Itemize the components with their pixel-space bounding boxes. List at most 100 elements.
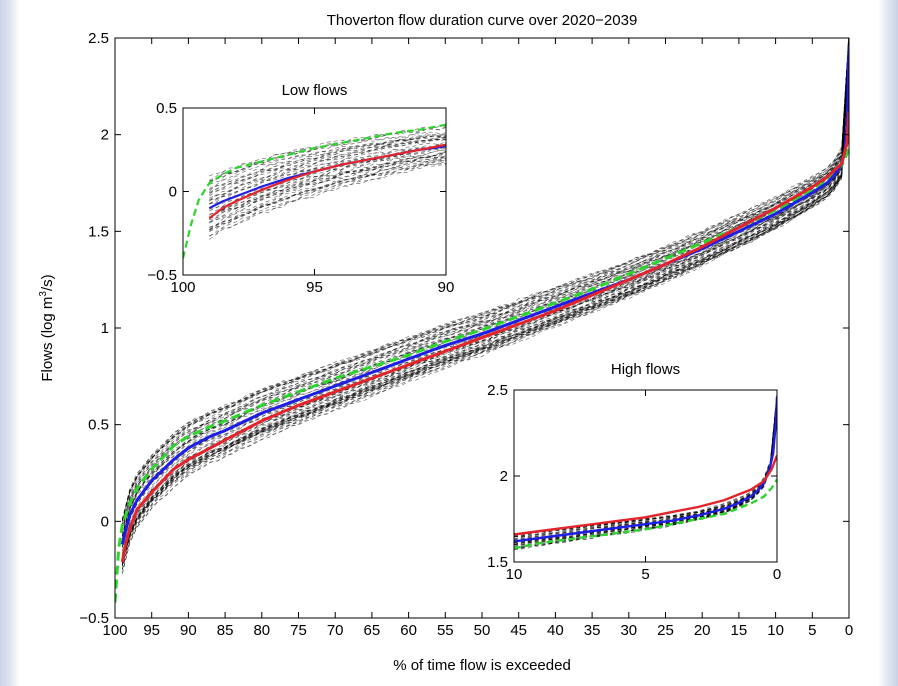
ensemble-line: [121, 54, 849, 566]
ensemble-line: [121, 39, 849, 529]
x-tick-label: 20: [694, 622, 711, 639]
low-flows-axes: 100 95 90 −0.5 0 0.5: [147, 100, 454, 296]
ensemble-line: [121, 38, 849, 522]
y-tick-label: 1.5: [88, 223, 109, 240]
x-tick-label: 10: [506, 566, 523, 583]
y-axis-label-main: Flows (log m: [39, 297, 56, 382]
ensemble-line: [121, 38, 849, 521]
ensemble-line: [121, 38, 849, 520]
y-tick-label: 0: [101, 513, 109, 530]
ensemble-line: [209, 159, 446, 237]
y-tick-label: 2.5: [487, 382, 508, 399]
ensemble-line: [121, 38, 849, 520]
ensemble-line: [121, 58, 849, 574]
y-tick-label: 2: [500, 468, 508, 485]
x-tick-label: 60: [400, 622, 417, 639]
low-flows-title: Low flows: [282, 82, 348, 99]
low-flows-ensemble-lines: [209, 125, 446, 240]
ensemble-line: [121, 58, 849, 567]
x-tick-label: 95: [143, 622, 160, 639]
ensemble-line: [209, 125, 446, 181]
ensemble-line: [121, 38, 849, 533]
ensemble-line: [514, 397, 777, 546]
series-line-1: [514, 396, 777, 543]
ensemble-line: [209, 133, 446, 177]
ensemble-line: [209, 155, 446, 233]
x-tick-label: 5: [808, 622, 816, 639]
series-line-0: [514, 478, 777, 550]
y-tick-label: −0.5: [147, 267, 177, 284]
ensemble-line: [209, 137, 446, 192]
ensemble-line: [209, 151, 446, 218]
ensemble-line: [121, 41, 849, 538]
y-axis-label-end: /s): [39, 274, 56, 291]
ensemble-line: [121, 38, 849, 522]
ensemble-line: [209, 141, 446, 205]
series-line-0: [115, 140, 849, 603]
ensemble-line: [121, 55, 849, 558]
x-tick-label: 5: [641, 566, 649, 583]
ensemble-line: [121, 56, 849, 562]
series-line-2: [120, 111, 849, 563]
ensemble-line: [209, 143, 446, 199]
main-series-lines: [115, 45, 849, 603]
main-chart-title: Thoverton flow duration curve over 2020−…: [327, 12, 638, 29]
ensemble-line: [121, 38, 849, 521]
main-axes: 100 95 90 85 80 75 70 65 60 55 50 45 40 35 30 25 20 15 10 5…: [79, 30, 853, 639]
ensemble-line: [121, 41, 849, 527]
ensemble-line: [121, 38, 849, 521]
ensemble-line: [209, 145, 446, 218]
ensemble-line: [121, 38, 849, 532]
x-tick-label: 65: [364, 622, 381, 639]
ensemble-line: [121, 51, 849, 555]
x-tick-label: 40: [547, 622, 564, 639]
y-tick-label: 1.5: [487, 554, 508, 571]
y-tick-label: −0.5: [79, 610, 109, 627]
ensemble-line: [121, 58, 849, 574]
ensemble-line: [514, 395, 777, 537]
ensemble-line: [209, 138, 446, 197]
ensemble-line: [209, 149, 446, 212]
ensemble-line: [121, 57, 849, 564]
high-flows-series-lines: [514, 396, 777, 550]
x-tick-label: 100: [102, 622, 127, 639]
x-tick-label: 0: [845, 622, 853, 639]
ensemble-line: [209, 157, 446, 222]
ensemble-line: [121, 51, 849, 560]
x-tick-label: 15: [731, 622, 748, 639]
y-tick-label: 2.5: [88, 30, 109, 47]
series-line-1: [120, 45, 849, 545]
ensemble-line: [209, 156, 446, 219]
x-tick-label: 80: [253, 622, 270, 639]
ensemble-line: [209, 163, 446, 240]
series-line-2: [208, 143, 446, 220]
low-flows-series-lines: [183, 123, 446, 259]
ensemble-line: [514, 395, 777, 541]
x-tick-label: 35: [584, 622, 601, 639]
high-flows-title: High flows: [611, 361, 680, 378]
y-tick-label: 0.5: [156, 100, 177, 117]
ensemble-line: [209, 164, 446, 236]
ensemble-line: [121, 38, 849, 536]
ensemble-line: [121, 50, 849, 561]
ensemble-line: [209, 155, 446, 230]
y-tick-label: 2: [101, 127, 109, 144]
ensemble-line: [209, 138, 446, 200]
ensemble-line: [121, 38, 849, 521]
x-tick-label: 55: [437, 622, 454, 639]
ensemble-line: [209, 134, 446, 193]
x-tick-label: 0: [773, 566, 781, 583]
ensemble-line: [209, 133, 446, 195]
ensemble-line: [514, 396, 777, 540]
x-tick-label: 70: [327, 622, 344, 639]
ensemble-line: [209, 131, 446, 184]
ensemble-line: [121, 38, 849, 529]
x-tick-label: 45: [510, 622, 527, 639]
x-tick-label: 25: [657, 622, 674, 639]
ensemble-line: [514, 394, 777, 540]
y-axis-label-superscript: 3: [38, 291, 49, 297]
ensemble-line: [514, 396, 777, 537]
ensemble-line: [209, 143, 446, 204]
ensemble-line: [121, 38, 849, 537]
